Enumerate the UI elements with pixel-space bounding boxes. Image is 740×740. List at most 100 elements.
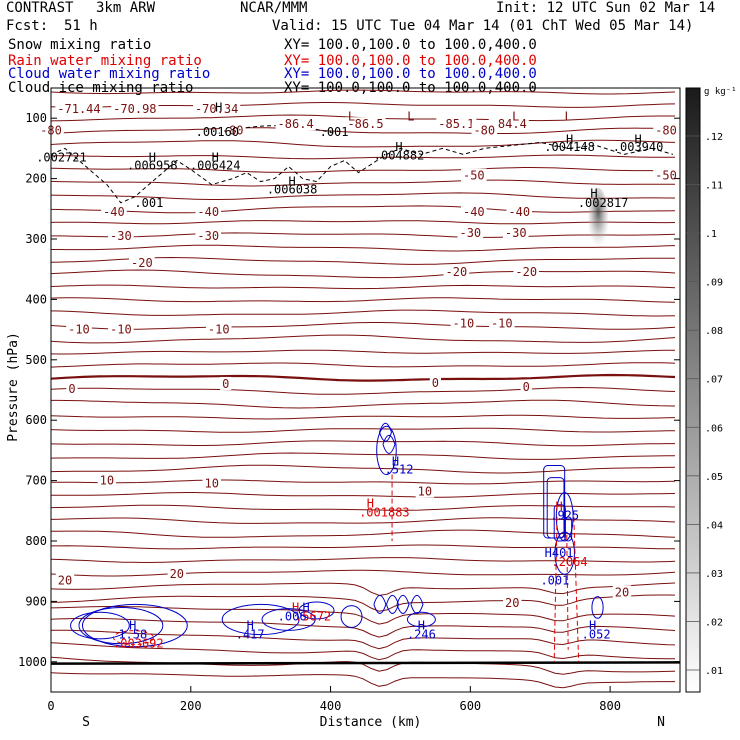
isotherm-line [50,322,676,330]
contour-label-bg [461,204,487,218]
maximum-label: .003940 [613,140,664,154]
isotherm-line [50,179,676,187]
maximum-label: H [129,619,136,633]
colorbar-tick-label: .07 [705,375,723,386]
cloud-water-contour [70,611,130,640]
maximum-label: .003692 [113,637,164,651]
colorbar-tick-label: .03 [705,569,723,580]
colorbar-tick-label: .1 [705,229,717,240]
isotherm-line [50,192,675,200]
maximum-label: .004148 [544,140,595,154]
maximum-label: .001 [134,196,163,210]
x-end-label-right: N [657,715,665,730]
maximum-label: .006 [278,610,307,624]
hydrometeor-contours [50,125,674,662]
colorbar-tick-label: .01 [705,666,723,677]
maximum-label: .002817 [578,196,629,210]
isotherm-line [50,557,676,564]
cloud-ice-contour [50,141,674,204]
temperature-label: 0 [68,382,75,396]
cloud-water-contour [546,477,565,539]
y-tick-label: 500 [25,353,47,367]
isotherm-line [51,244,676,252]
y-tick-label: 900 [25,594,47,608]
temperature-label: -70.98 [113,102,156,116]
y-tick-label: 700 [25,474,47,488]
contour-label-bg [219,123,246,137]
contour-label-bg [97,473,117,487]
contour-label-bg [167,567,186,581]
maximum-label: H [247,619,254,633]
temperature-label: 20 [615,585,629,599]
colorbar: .01 .02 .03 .04 .05 .06 .07 .08 .09 .1 .11 .12 g kg⁻… [685,87,737,693]
isotherm-line [50,167,675,173]
maximum-label: H [392,454,399,468]
isotherm-line [50,386,676,395]
field-xy-cloud-water: XY= 100.0,100.0 to 100.0,400.0 [284,66,537,82]
maximum-label: H [302,600,309,614]
model-name: CONTRAST [6,0,74,16]
maximum-label: .006424 [190,158,241,172]
contour-label-bg [129,256,155,270]
field-name-snow: Snow mixing ratio [8,37,152,53]
isotherm-line [50,517,676,524]
maximum-label: H [418,619,425,633]
isotherm-line [50,220,676,225]
temperature-label: -86.5 [347,117,383,131]
isotherm-line [50,440,675,447]
temperature-label: -10 [68,323,90,337]
surface-line [50,661,681,665]
colorbar-tick-label: .04 [705,520,723,531]
model-resolution: 3km ARW [96,0,156,16]
temperature-label: -40 [197,205,219,219]
y-tick-label: 400 [25,292,47,306]
temperature-label: -80 [473,123,495,137]
isotherm-line [50,582,676,596]
x-end-label-left: S [82,715,90,730]
rain-water-contour [566,534,569,650]
contour-label-bg [506,204,533,218]
temperature-label: 20 [505,596,519,610]
x-tick-label: 800 [599,699,621,713]
y-tick-label: 600 [25,413,47,427]
maximum-label: L [348,109,355,123]
contour-label-bg [502,225,529,239]
maximum-label: .002721 [36,150,87,164]
maximum-label: H [367,497,374,511]
temperature-label: -40 [463,205,485,219]
isotherm-line [50,672,675,689]
temperature-label: -40 [508,205,530,219]
colorbar-tick-label: .09 [705,278,723,289]
cloud-water-contour [396,594,410,614]
contour-label-bg [429,375,441,389]
maximum-label: .2064 [552,555,588,569]
contour-label-bg [66,322,92,336]
colorbar-unit: g kg⁻¹ [704,87,737,97]
maximum-label: H [212,150,219,164]
forecast-hour: 51 h [64,18,98,34]
temperature-label: -10 [491,317,513,331]
isotherm-line [50,269,676,279]
rain-water-contour [573,516,580,662]
temperature-label: -30 [197,229,219,243]
isotherm-line [50,297,676,303]
isotherm-line [50,656,676,675]
maximum-label: .001 [540,573,569,587]
maximum-label: H [555,500,562,514]
cloud-water-contour [340,605,363,628]
cloud-water-contour [298,601,335,620]
isotherm-line [50,414,676,420]
contour-label-bg [108,228,134,242]
contour-label-bg [195,204,222,218]
colorbar-tick-label: .11 [705,181,723,192]
isotherm-line [51,154,675,160]
temperature-label: -10 [208,323,230,337]
isotherm-line [50,427,675,433]
cloud-water-contour [261,608,316,631]
temperature-label: 0 [523,380,530,394]
temperature-label: -80 [222,123,244,137]
temperature-label: -70.34 [195,102,238,116]
y-tick-label: 200 [25,172,47,186]
